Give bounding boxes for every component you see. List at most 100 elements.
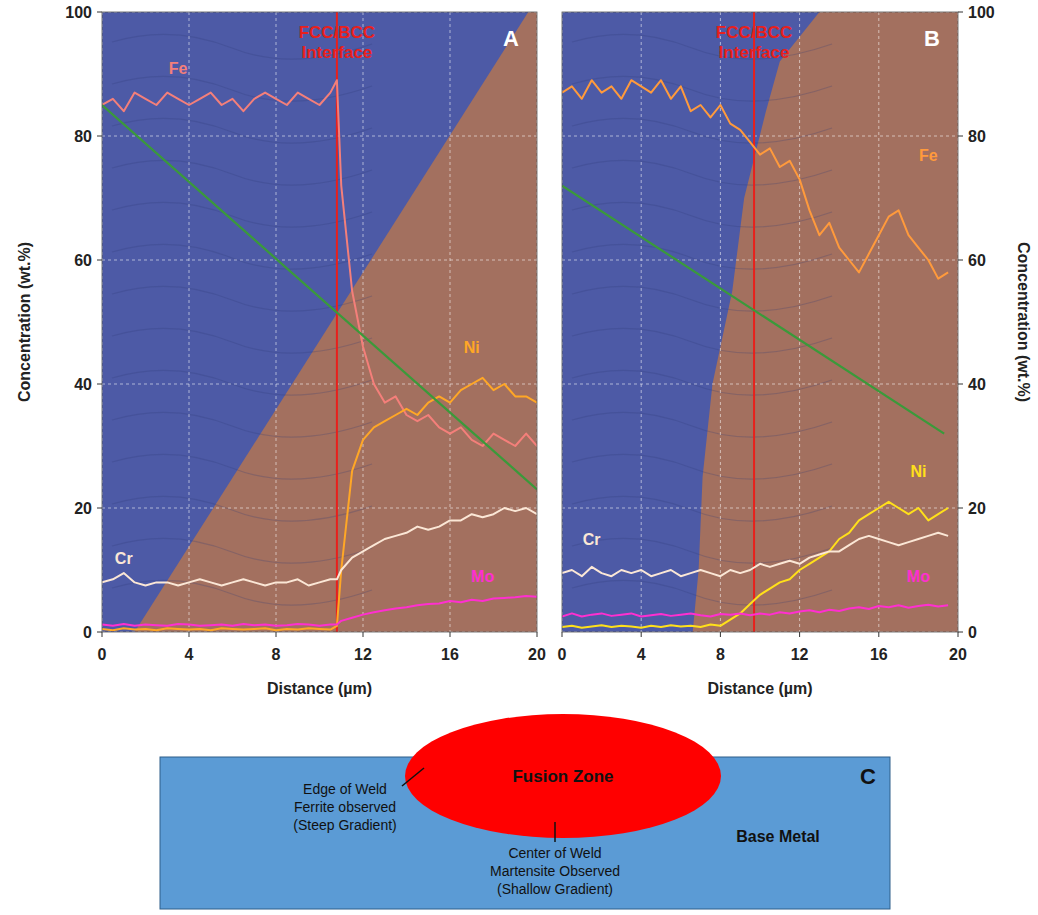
tick — [276, 632, 277, 637]
element-profile — [562, 605, 948, 617]
texture — [112, 160, 372, 185]
callout-text: Center of Weld — [508, 845, 601, 861]
panel-letter: B — [924, 26, 940, 51]
tick — [958, 136, 963, 137]
fusion-zone-shape — [405, 714, 721, 838]
bcc-phase-region — [562, 12, 819, 632]
series-label: Mo — [471, 568, 494, 585]
x-tick-label: 0 — [98, 646, 107, 663]
x-tick-label: 16 — [870, 646, 888, 663]
weld-schematic: Fusion ZoneCBase MetalEdge of WeldFerrit… — [160, 714, 890, 909]
y-axis-title: Concentration (wt.%) — [1015, 242, 1032, 402]
bcc-phase-region — [102, 12, 528, 632]
texture — [572, 160, 832, 185]
texture — [572, 76, 832, 101]
tick — [97, 384, 102, 385]
callout-text: (Steep Gradient) — [293, 817, 397, 833]
x-axis-title: Distance (µm) — [707, 680, 812, 697]
texture — [572, 580, 832, 605]
texture — [572, 202, 832, 227]
tick — [958, 632, 963, 633]
grid-line — [102, 260, 537, 261]
texture — [572, 454, 832, 479]
x-tick-label: 20 — [528, 646, 546, 663]
tick — [450, 632, 451, 637]
series-label: Ni — [910, 463, 926, 480]
callout-text: Ferrite observed — [294, 799, 396, 815]
interface-label: FCC/BCCInterface — [299, 23, 376, 62]
fcc-phase-region — [562, 12, 958, 632]
interface-label: FCC/BCCInterface — [716, 23, 793, 62]
x-tick-label: 12 — [791, 646, 809, 663]
tick — [799, 632, 800, 637]
tick — [720, 632, 721, 637]
grid-line — [562, 260, 958, 261]
texture — [572, 118, 832, 143]
tick — [958, 12, 963, 13]
texture — [572, 412, 832, 437]
y-tick-label: 0 — [83, 624, 92, 641]
y-tick-label: 100 — [968, 4, 995, 21]
x-tick-label: 4 — [185, 646, 194, 663]
texture — [112, 202, 372, 227]
element-profile — [102, 596, 537, 626]
y-tick-label: 100 — [65, 4, 92, 21]
series-label: Fe — [919, 147, 938, 164]
x-axis-title: Distance (µm) — [267, 680, 372, 697]
element-profile — [102, 508, 537, 586]
texture — [572, 496, 832, 521]
y-tick-label: 40 — [968, 376, 986, 393]
y-tick-label: 20 — [74, 500, 92, 517]
tick — [102, 632, 103, 637]
callout-text: (Shallow Gradient) — [497, 881, 613, 897]
y-tick-label: 20 — [968, 500, 986, 517]
y-tick-label: 40 — [74, 376, 92, 393]
tick — [97, 12, 102, 13]
texture — [112, 370, 372, 395]
grid-line — [799, 12, 800, 632]
x-tick-label: 8 — [716, 646, 725, 663]
plot-frame — [102, 12, 537, 632]
x-tick-label: 0 — [558, 646, 567, 663]
callout-text: Martensite Observed — [490, 863, 620, 879]
element-profile — [562, 533, 948, 576]
texture — [112, 244, 372, 269]
grid-line — [450, 12, 451, 632]
tick — [97, 632, 102, 633]
panel-letter: A — [503, 26, 519, 51]
series-label: Mo — [907, 568, 930, 585]
tick — [958, 260, 963, 261]
texture — [112, 538, 372, 563]
leader-line — [554, 822, 556, 842]
y-tick-label: 80 — [968, 128, 986, 145]
tick — [537, 632, 538, 637]
plot-area — [102, 12, 537, 632]
interface-line — [753, 12, 755, 632]
tick — [878, 632, 879, 637]
tick — [97, 136, 102, 137]
element-profile — [102, 80, 537, 446]
tick — [97, 508, 102, 509]
texture — [112, 496, 372, 521]
tick — [97, 260, 102, 261]
plot-frame — [562, 12, 958, 632]
scan-line — [102, 105, 537, 489]
texture — [112, 328, 372, 353]
tick — [958, 508, 963, 509]
fcc-phase-region — [102, 12, 537, 632]
texture — [572, 370, 832, 395]
callout-text: Edge of Weld — [303, 781, 387, 797]
tick — [363, 632, 364, 637]
texture — [572, 286, 832, 311]
scan-line — [562, 186, 944, 434]
texture — [112, 286, 372, 311]
series-label: Fe — [169, 60, 188, 77]
figure: FeNiCrMoFCC/BCCInterfaceA048121620Distan… — [0, 0, 1038, 915]
tick — [958, 384, 963, 385]
leader-line — [402, 768, 424, 786]
texture — [572, 328, 832, 353]
grid-line — [641, 12, 642, 632]
x-tick-label: 8 — [272, 646, 281, 663]
grid-line — [363, 12, 364, 632]
texture — [112, 412, 372, 437]
